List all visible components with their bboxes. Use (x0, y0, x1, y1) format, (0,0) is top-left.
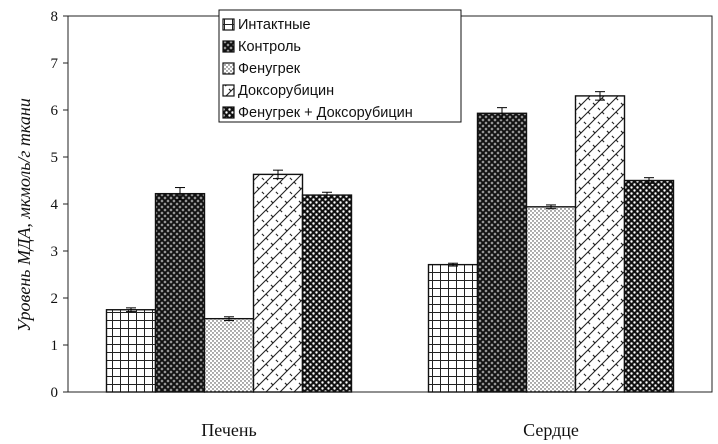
category-label: Сердце (523, 420, 579, 440)
y-tick-label: 6 (51, 103, 59, 119)
y-tick-label: 2 (51, 291, 59, 307)
legend-label: Интактные (238, 17, 311, 33)
bar (203, 317, 255, 393)
y-tick-label: 7 (51, 56, 59, 72)
legend-box (218, 9, 462, 123)
category-label: Печень (201, 420, 256, 440)
legend-label: Фенугрек + Доксорубицин (238, 105, 413, 121)
y-tick-label: 0 (51, 385, 59, 401)
legend-swatch (222, 40, 235, 53)
legend-label: Контроль (238, 39, 301, 55)
bar (525, 206, 577, 393)
legend-swatch (222, 62, 235, 75)
y-tick-label: 5 (51, 150, 59, 166)
y-tick-label: 3 (51, 244, 59, 260)
legend-swatch (222, 84, 235, 97)
y-tick-label: 1 (51, 338, 59, 354)
y-tick-label: 8 (51, 9, 59, 25)
bar (301, 194, 353, 393)
bar (574, 95, 626, 393)
legend-label: Доксорубицин (238, 83, 334, 99)
legend: Интактные Контроль Фенугрек Доксорубицин Фен… (218, 9, 462, 123)
bar (623, 179, 675, 393)
bar (154, 192, 206, 393)
bar (252, 173, 304, 393)
bar (105, 309, 157, 393)
legend-swatch (222, 106, 235, 119)
legend-label: Фенугрек (238, 61, 301, 77)
bar (427, 263, 479, 393)
bar (476, 112, 528, 393)
legend-swatch (222, 18, 235, 31)
y-axis-label: Уровень МДА, мкмоль/г ткани (14, 98, 34, 332)
y-tick-label: 4 (51, 197, 59, 213)
plot-area: 0 1 2 3 4 5 6 7 8 Печень Сердце (51, 9, 713, 440)
